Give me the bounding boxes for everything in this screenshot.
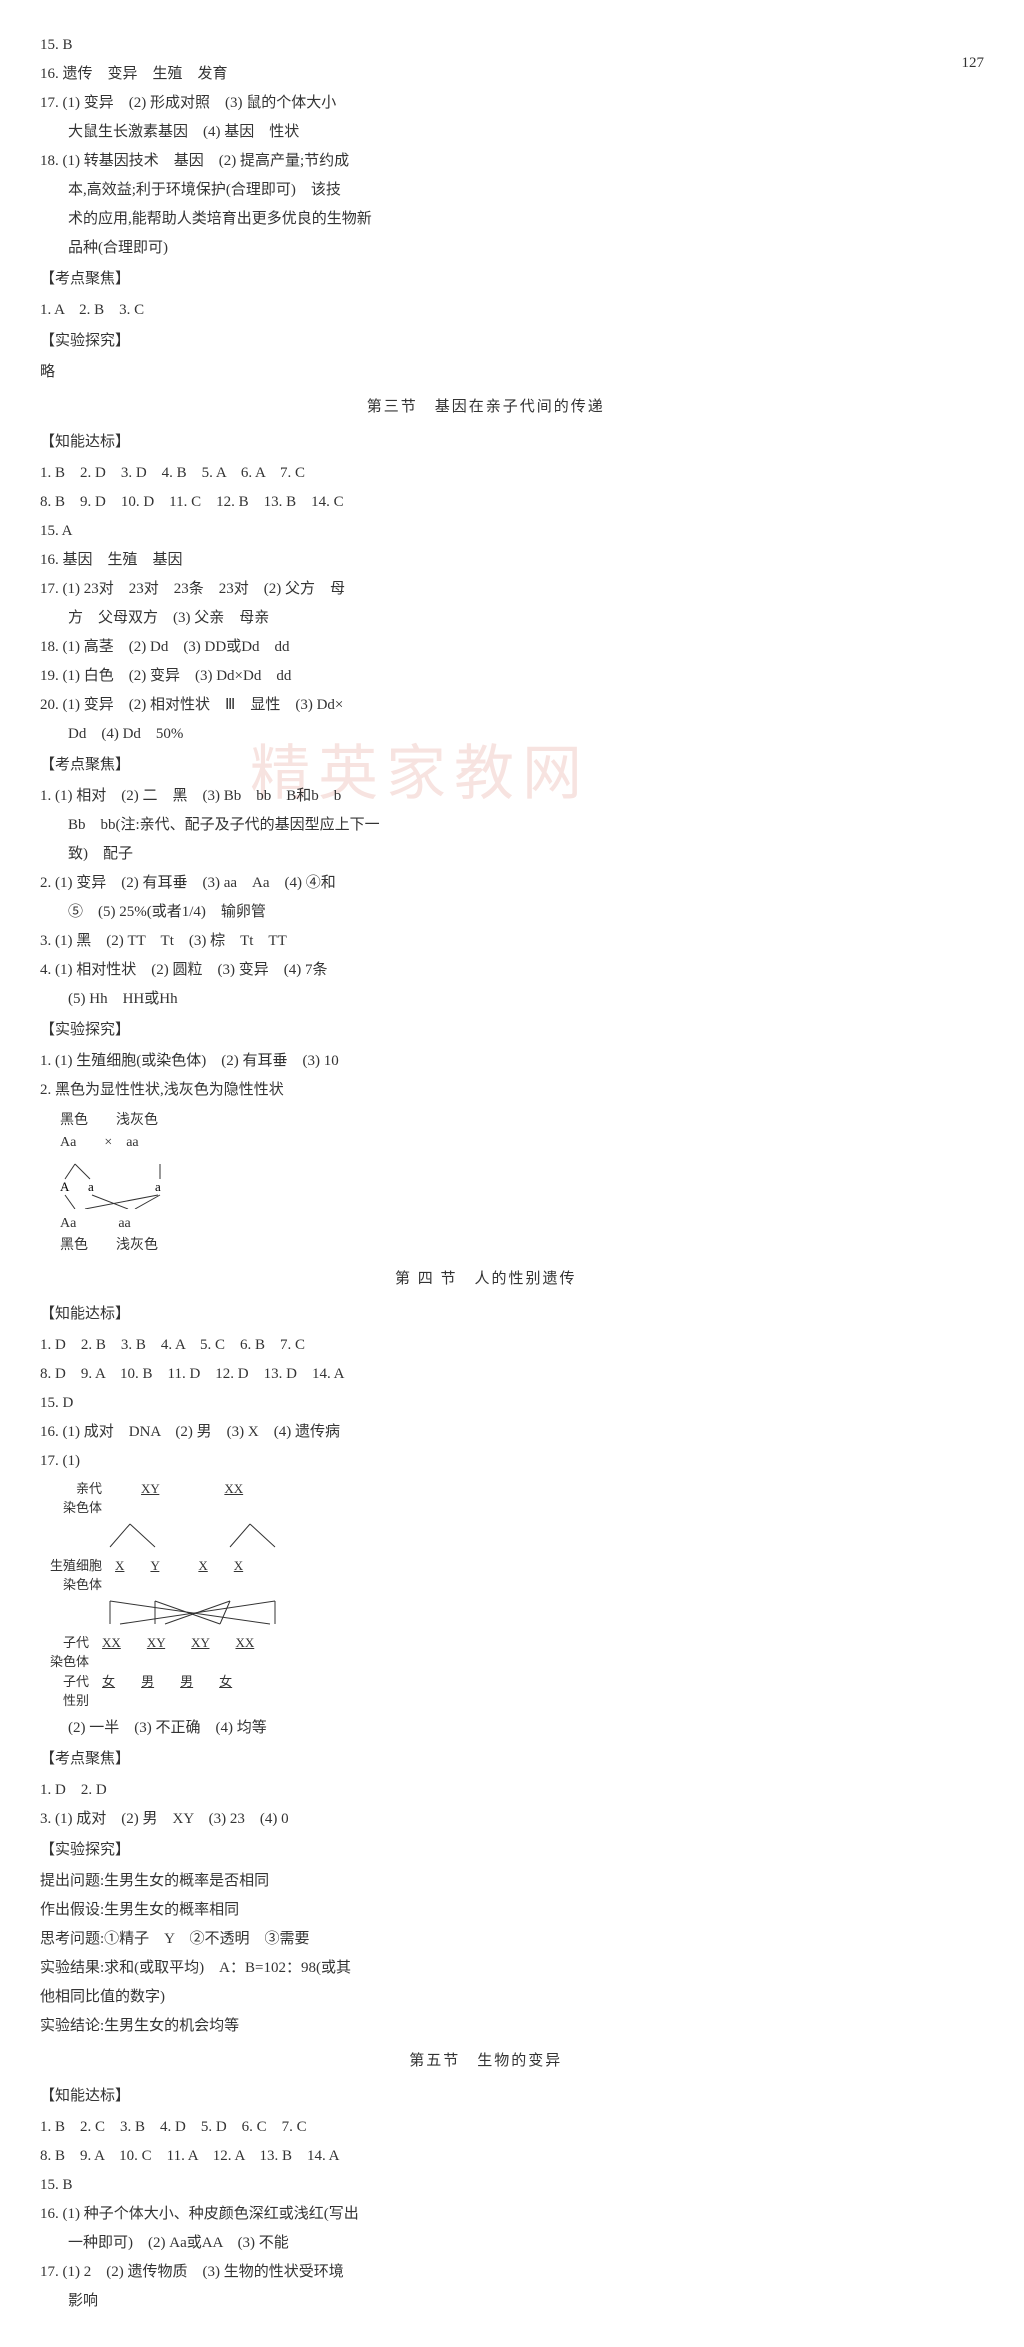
diagram-row: 染色体 [50, 1652, 932, 1672]
diagram-row: 黑色 浅灰色 [60, 1110, 932, 1132]
answer-line: 17. (1) 2 (2) 遗传物质 (3) 生物的性状受环境 [40, 2259, 932, 2286]
answer-line: 16. (1) 种子个体大小、种皮颜色深红或浅红(写出 [40, 2201, 932, 2228]
answer-line: Bb bb(注:亲代、配子及子代的基因型应上下一 [40, 812, 932, 839]
answer-line: 8. B 9. D 10. D 11. C 12. B 13. B 14. C [40, 489, 932, 516]
answer-line: 一种即可) (2) Aa或AA (3) 不能 [40, 2230, 932, 2257]
answer-line: 15. D [40, 1390, 932, 1417]
diagram-row: Aa × aa [60, 1132, 932, 1154]
answer-line: (5) Hh HH或Hh [40, 986, 932, 1013]
answer-line: 1. D 2. B 3. B 4. A 5. C 6. B 7. C [40, 1332, 932, 1359]
answer-line: 1. A 2. B 3. C [40, 297, 932, 324]
diagram-row: 亲代 XY XX [50, 1479, 932, 1499]
diagram-row: 性别 [50, 1691, 932, 1711]
answer-line: 2. (1) 变异 (2) 有耳垂 (3) aa Aa (4) ④和 [40, 870, 932, 897]
left-column: 15. B 16. 遗传 变异 生殖 发育 17. (1) 变异 (2) 形成对… [40, 30, 932, 2317]
answer-line: 18. (1) 转基因技术 基因 (2) 提高产量;节约成 [40, 148, 932, 175]
svg-text:a: a [155, 1179, 161, 1194]
answer-line: 20. (1) 变异 (2) 相对性状 Ⅲ 显性 (3) Dd× [40, 692, 932, 719]
answer-line: 19. (1) 白色 (2) 变异 (3) Dd×Dd dd [40, 663, 932, 690]
answer-line: 实验结果:求和(或取平均) A：B=102：98(或其 [40, 1955, 932, 1982]
sex-inheritance-diagram: 亲代 XY XX 染色体 生殖细胞 X Y X X 染色体 [50, 1479, 932, 1711]
answer-line: 作出假设:生男生女的概率相同 [40, 1897, 932, 1924]
answer-line: 16. 遗传 变异 生殖 发育 [40, 61, 932, 88]
answer-line: 8. B 9. A 10. C 11. A 12. A 13. B 14. A [40, 2143, 932, 2170]
answer-line: 大鼠生长激素基因 (4) 基因 性状 [40, 119, 932, 146]
diagram-row: 染色体 [50, 1575, 932, 1595]
answer-line: 术的应用,能帮助人类培育出更多优良的生物新 [40, 206, 932, 233]
answer-line: 17. (1) 变异 (2) 形成对照 (3) 鼠的个体大小 [40, 90, 932, 117]
diagram-row: 黑色 浅灰色 [60, 1235, 932, 1257]
answer-line: 1. B 2. D 3. D 4. B 5. A 6. A 7. C [40, 460, 932, 487]
cross-arrows-svg: A a a [60, 1159, 220, 1209]
section-header: 【考点聚焦】 [40, 1746, 932, 1773]
answer-line: 17. (1) [40, 1448, 932, 1475]
meiosis-arrows-svg [50, 1522, 310, 1552]
answer-line: (2) 一半 (3) 不正确 (4) 均等 [40, 1715, 932, 1742]
answer-line: 4. (1) 相对性状 (2) 圆粒 (3) 变异 (4) 7条 [40, 957, 932, 984]
answer-line: 提出问题:生男生女的概率是否相同 [40, 1868, 932, 1895]
answer-line: 15. B [40, 32, 932, 59]
section-header: 【实验探究】 [40, 1017, 932, 1044]
answer-line: 略 [40, 359, 932, 386]
answer-line: 15. A [40, 518, 932, 545]
answer-line: 1. D 2. D [40, 1777, 932, 1804]
answer-line: 实验结论:生男生女的机会均等 [40, 2013, 932, 2040]
diagram-row: 生殖细胞 X Y X X [50, 1556, 932, 1576]
answer-line: 3. (1) 成对 (2) 男 XY (3) 23 (4) 0 [40, 1806, 932, 1833]
section-header: 【知能达标】 [40, 2083, 932, 2110]
diagram-row: 子代 女 男 男 女 [50, 1672, 932, 1692]
section-title: 第五节 生物的变异 [40, 2048, 932, 2075]
answer-line: 品种(合理即可) [40, 235, 932, 262]
fertilization-arrows-svg [50, 1599, 310, 1629]
answer-line: 8. D 9. A 10. B 11. D 12. D 13. D 14. A [40, 1361, 932, 1388]
answer-line: 3. (1) 黑 (2) TT Tt (3) 棕 Tt TT [40, 928, 932, 955]
svg-text:A: A [60, 1179, 70, 1194]
answer-line: 16. (1) 成对 DNA (2) 男 (3) X (4) 遗传病 [40, 1419, 932, 1446]
svg-text:a: a [88, 1179, 94, 1194]
section-header: 【考点聚焦】 [40, 752, 932, 779]
section-header: 【实验探究】 [40, 1837, 932, 1864]
section-header: 【知能达标】 [40, 429, 932, 456]
answer-line: 15. B [40, 2172, 932, 2199]
answer-line: ⑤ (5) 25%(或者1/4) 输卵管 [40, 899, 932, 926]
section-title: 第 四 节 人的性别遗传 [40, 1266, 932, 1293]
answer-line: 本,高效益;利于环境保护(合理即可) 该技 [40, 177, 932, 204]
answer-line: 2. 黑色为显性性状,浅灰色为隐性性状 [40, 1077, 932, 1104]
diagram-row: 染色体 [50, 1498, 932, 1518]
section-header: 【实验探究】 [40, 328, 932, 355]
page-content: 15. B 16. 遗传 变异 生殖 发育 17. (1) 变异 (2) 形成对… [40, 30, 984, 2317]
diagram-row: 子代 XX XY XY XX [50, 1633, 932, 1653]
answer-line: 影响 [40, 2288, 932, 2315]
answer-line: 思考问题:①精子 Y ②不透明 ③需要 [40, 1926, 932, 1953]
answer-line: 1. (1) 相对 (2) 二 黑 (3) Bb bb B和b b [40, 783, 932, 810]
cross-diagram: 黑色 浅灰色 Aa × aa A a a Aa aa 黑色 浅灰色 [60, 1110, 932, 1258]
diagram-row: Aa aa [60, 1213, 932, 1235]
page-number: 127 [962, 50, 985, 2317]
section-header: 【知能达标】 [40, 1301, 932, 1328]
answer-line: 17. (1) 23对 23对 23条 23对 (2) 父方 母 [40, 576, 932, 603]
answer-line: 18. (1) 高茎 (2) Dd (3) DD或Dd dd [40, 634, 932, 661]
answer-line: 1. B 2. C 3. B 4. D 5. D 6. C 7. C [40, 2114, 932, 2141]
right-column: 2. 黑色为显性性状,浅灰色为隐性性状 黑色 浅灰色 Aa × aa A a a… [40, 1077, 932, 2315]
answer-line: 16. 基因 生殖 基因 [40, 547, 932, 574]
answer-line: 他相同比值的数字) [40, 1984, 932, 2011]
section-title: 第三节 基因在亲子代间的传递 [40, 394, 932, 421]
answer-line: 1. (1) 生殖细胞(或染色体) (2) 有耳垂 (3) 10 [40, 1048, 932, 1075]
answer-line: 方 父母双方 (3) 父亲 母亲 [40, 605, 932, 632]
section-header: 【考点聚焦】 [40, 266, 932, 293]
answer-line: 致) 配子 [40, 841, 932, 868]
answer-line: Dd (4) Dd 50% [40, 721, 932, 748]
